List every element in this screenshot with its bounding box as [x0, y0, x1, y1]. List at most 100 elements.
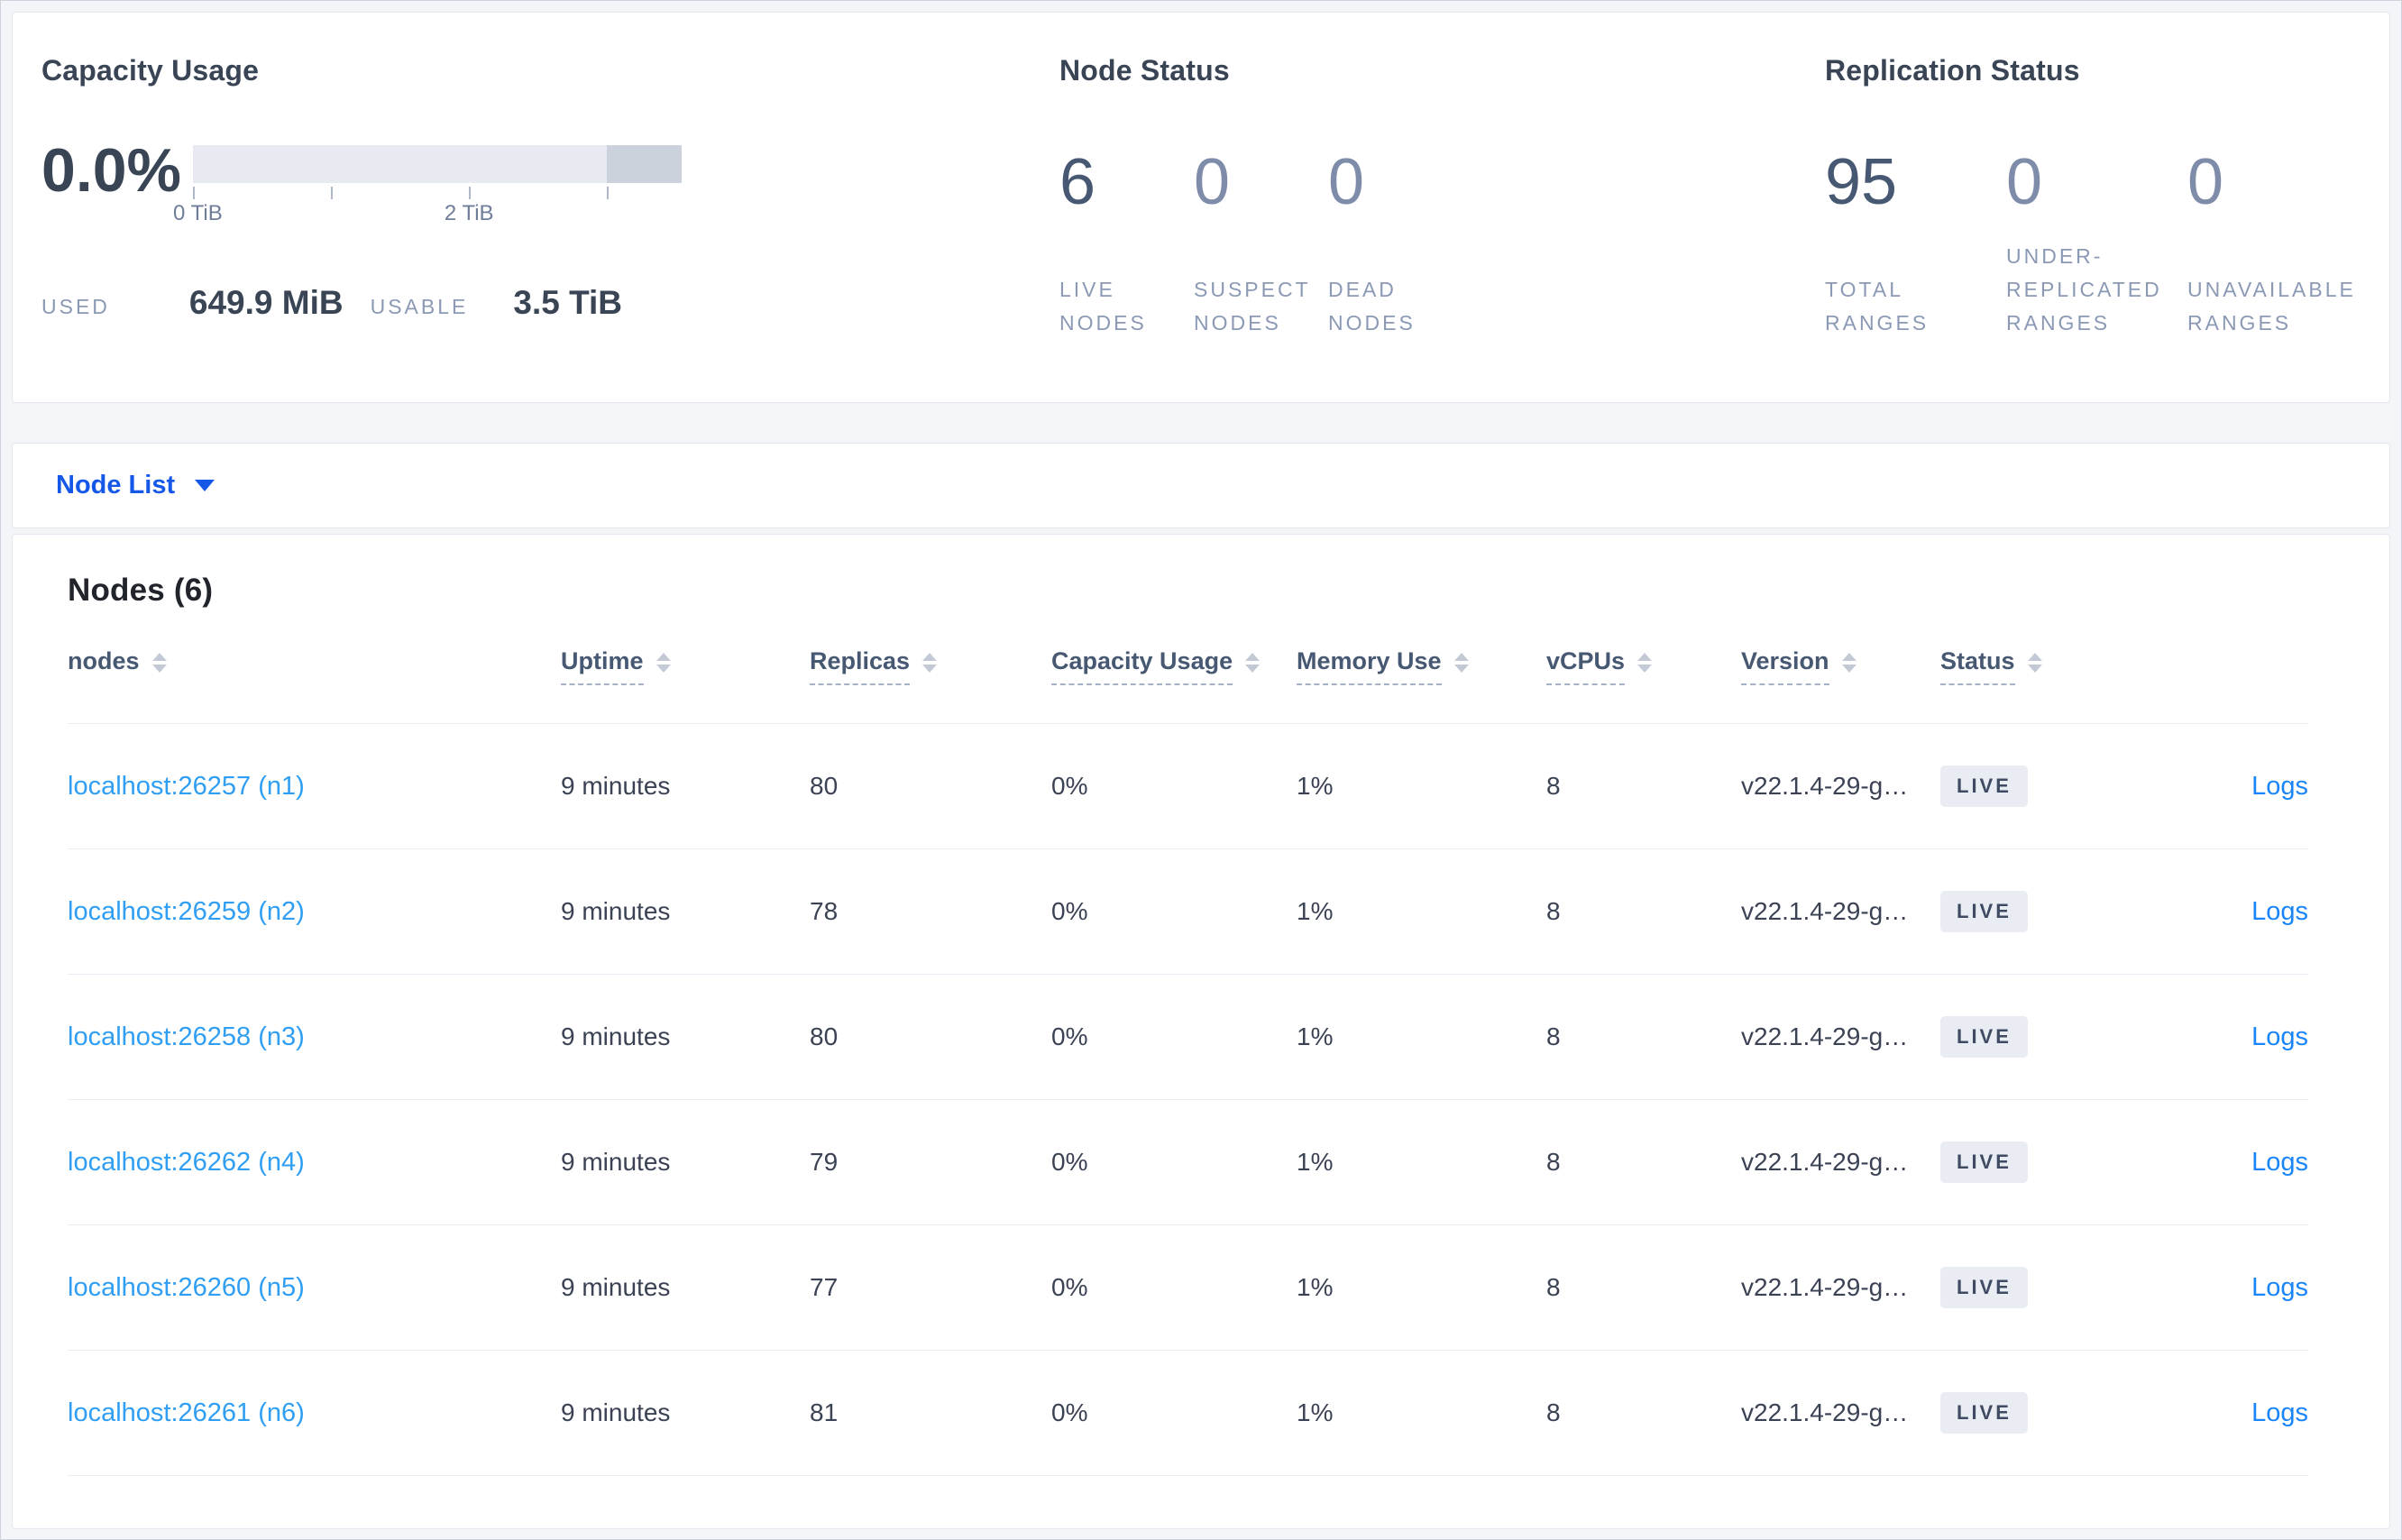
uptime-cell: 9 minutes [561, 1022, 671, 1050]
memory-use-cell: 1% [1297, 897, 1334, 925]
capacity-usage-cell: 0% [1051, 897, 1088, 925]
logs-link[interactable]: Logs [2251, 1398, 2308, 1427]
table-header-row: nodes Uptime Replicas Capacity Usage Mem… [68, 609, 2308, 724]
memory-use-cell: 1% [1297, 1022, 1334, 1050]
logs-link[interactable]: Logs [2251, 1272, 2308, 1302]
vcpus-cell: 8 [1546, 897, 1561, 925]
chevron-down-icon [195, 480, 215, 491]
memory-use-cell: 1% [1297, 1398, 1334, 1426]
capacity-usage-section: Capacity Usage 0.0% 0 TiB 2 TiB [41, 54, 682, 322]
cluster-summary-panel: Capacity Usage 0.0% 0 TiB 2 TiB [12, 12, 2390, 403]
stat-value: 0 [1194, 146, 1231, 218]
column-header-replicas[interactable]: Replicas [810, 647, 938, 685]
node-link[interactable]: localhost:26260 (n5) [68, 1272, 305, 1302]
nodes-table-card: Nodes (6) nodes Uptime Replicas Capacity… [12, 534, 2390, 1529]
node-link[interactable]: localhost:26257 (n1) [68, 771, 305, 801]
capacity-axis-labels: 0 TiB 2 TiB [173, 199, 682, 226]
table-row: localhost:26261 (n6) 9 minutes 81 0% 1% … [68, 1351, 2308, 1476]
version-cell: v22.1.4-29-g… [1741, 772, 1909, 800]
node-link[interactable]: localhost:26258 (n3) [68, 1022, 305, 1051]
capacity-usage-title: Capacity Usage [41, 54, 260, 87]
dead-nodes-stat: 0 DEAD NODES [1328, 149, 1462, 340]
usable-label: USABLE [370, 295, 469, 318]
axis-tick [330, 187, 333, 199]
uptime-cell: 9 minutes [561, 1148, 671, 1176]
axis-tick [607, 187, 610, 199]
capacity-bar-reserved-segment [607, 145, 682, 183]
stat-value: 0 [2187, 146, 2224, 218]
replication-status-title: Replication Status [1825, 54, 2080, 87]
axis-tick-label: 0 TiB [173, 201, 223, 225]
vcpus-cell: 8 [1546, 772, 1561, 800]
capacity-bar-chart: 0 TiB 2 TiB [173, 145, 682, 226]
suspect-nodes-stat: 0 SUSPECT NODES [1194, 149, 1328, 340]
view-selector-bar: Node List [12, 443, 2390, 528]
uptime-cell: 9 minutes [561, 897, 671, 925]
capacity-usage-cell: 0% [1051, 1022, 1088, 1050]
sort-icon [1841, 652, 1857, 673]
stat-label: UNAVAILABLE RANGES [2187, 278, 2356, 335]
capacity-axis-ticks [193, 183, 682, 199]
sort-icon [2027, 652, 2042, 673]
logs-link[interactable]: Logs [2251, 1147, 2308, 1177]
status-badge: LIVE [1940, 891, 2028, 932]
table-row: localhost:26258 (n3) 9 minutes 80 0% 1% … [68, 975, 2308, 1100]
replicas-cell: 78 [810, 897, 839, 925]
nodes-table-title: Nodes (6) [68, 573, 214, 608]
column-header-capacity-usage[interactable]: Capacity Usage [1051, 647, 1261, 685]
stat-label: SUSPECT NODES [1194, 278, 1311, 335]
node-list-dropdown[interactable]: Node List [56, 471, 215, 500]
sort-icon [922, 652, 938, 673]
replicas-cell: 80 [810, 772, 839, 800]
column-header-status[interactable]: Status [1940, 647, 2042, 685]
memory-use-cell: 1% [1297, 1148, 1334, 1176]
used-label: USED [41, 295, 110, 318]
memory-use-cell: 1% [1297, 772, 1334, 800]
stat-value: 95 [1825, 146, 1898, 218]
node-status-title: Node Status [1059, 54, 1230, 87]
sort-icon [151, 652, 167, 673]
used-value: 649.9 MiB [188, 284, 344, 321]
node-link[interactable]: localhost:26262 (n4) [68, 1147, 305, 1177]
logs-link[interactable]: Logs [2251, 1022, 2308, 1051]
unavailable-ranges-stat: 0 UNAVAILABLE RANGES [2187, 149, 2369, 340]
uptime-cell: 9 minutes [561, 1273, 671, 1301]
sort-icon [1453, 652, 1469, 673]
status-badge: LIVE [1940, 1392, 2028, 1434]
column-header-memory-use[interactable]: Memory Use [1297, 647, 1469, 685]
live-nodes-stat: 6 LIVE NODES [1059, 149, 1194, 340]
column-header-vcpus[interactable]: vCPUs [1546, 647, 1653, 685]
stat-label: DEAD NODES [1328, 278, 1416, 335]
logs-link[interactable]: Logs [2251, 771, 2308, 801]
capacity-usage-cell: 0% [1051, 1273, 1088, 1301]
status-badge: LIVE [1940, 1267, 2028, 1308]
version-cell: v22.1.4-29-g… [1741, 1273, 1909, 1301]
axis-tick-label: 2 TiB [444, 201, 494, 225]
capacity-percent: 0.0% [41, 136, 181, 205]
table-row: localhost:26257 (n1) 9 minutes 80 0% 1% … [68, 724, 2308, 849]
replication-status-section: Replication Status 95 TOTAL RANGES 0 UND… [1825, 54, 2369, 340]
table-row: localhost:26259 (n2) 9 minutes 78 0% 1% … [68, 849, 2308, 975]
node-link[interactable]: localhost:26261 (n6) [68, 1398, 305, 1427]
status-badge: LIVE [1940, 1016, 2028, 1058]
column-header-nodes[interactable]: nodes [68, 647, 167, 685]
column-header-uptime[interactable]: Uptime [561, 647, 671, 685]
stat-value: 6 [1059, 146, 1096, 218]
vcpus-cell: 8 [1546, 1148, 1561, 1176]
logs-link[interactable]: Logs [2251, 896, 2308, 926]
uptime-cell: 9 minutes [561, 1398, 671, 1426]
memory-use-cell: 1% [1297, 1273, 1334, 1301]
table-row: localhost:26260 (n5) 9 minutes 77 0% 1% … [68, 1225, 2308, 1351]
replicas-cell: 80 [810, 1022, 839, 1050]
stat-label: UNDER- REPLICATED RANGES [2006, 244, 2162, 335]
column-header-version[interactable]: Version [1741, 647, 1857, 685]
stat-label: LIVE NODES [1059, 278, 1147, 335]
uptime-cell: 9 minutes [561, 772, 671, 800]
total-ranges-stat: 95 TOTAL RANGES [1825, 149, 2006, 340]
vcpus-cell: 8 [1546, 1273, 1561, 1301]
stat-value: 0 [2006, 146, 2043, 218]
replicas-cell: 79 [810, 1148, 839, 1176]
node-link[interactable]: localhost:26259 (n2) [68, 896, 305, 926]
status-badge: LIVE [1940, 1141, 2028, 1183]
